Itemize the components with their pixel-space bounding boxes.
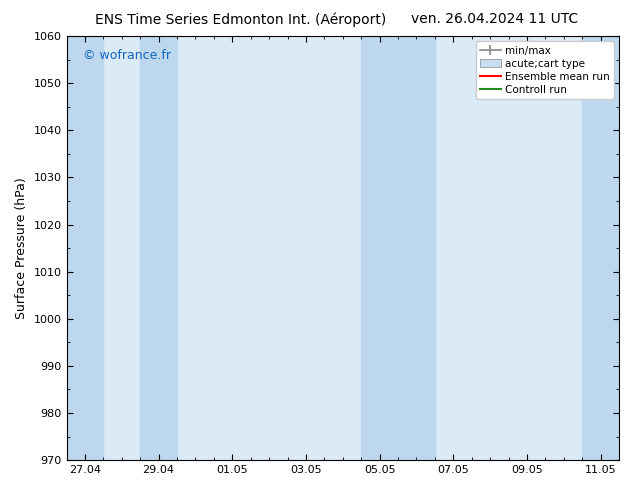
- Bar: [361, 36, 435, 460]
- Bar: [582, 36, 619, 460]
- Text: © wofrance.fr: © wofrance.fr: [83, 49, 171, 62]
- Text: ven. 26.04.2024 11 UTC: ven. 26.04.2024 11 UTC: [411, 12, 578, 26]
- Y-axis label: Surface Pressure (hPa): Surface Pressure (hPa): [15, 177, 28, 319]
- Legend: min/max, acute;cart type, Ensemble mean run, Controll run: min/max, acute;cart type, Ensemble mean …: [476, 41, 614, 99]
- Bar: [140, 36, 177, 460]
- Bar: [67, 36, 103, 460]
- Text: ENS Time Series Edmonton Int. (Aéroport): ENS Time Series Edmonton Int. (Aéroport): [95, 12, 387, 27]
